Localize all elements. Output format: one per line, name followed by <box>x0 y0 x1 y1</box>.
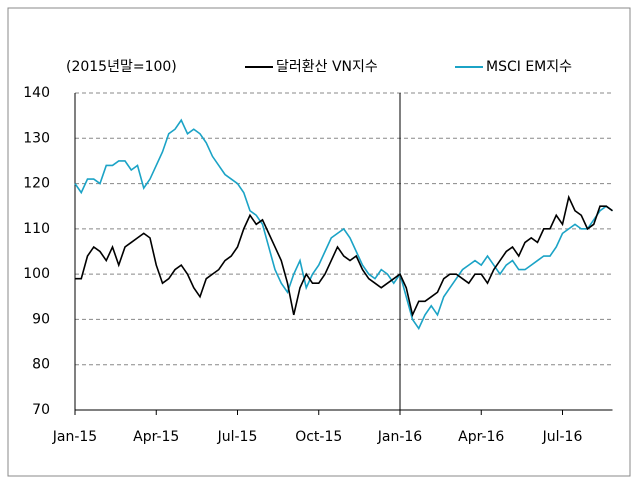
y-tick-label: 130 <box>23 130 50 146</box>
y-tick-label: 90 <box>32 311 50 327</box>
x-tick-label: Apr-15 <box>133 429 179 445</box>
y-tick-label: 80 <box>32 357 50 373</box>
annotation: (2015년말=100) <box>66 59 177 75</box>
x-tick-label: Jan-15 <box>52 429 97 445</box>
x-tick-label: Oct-15 <box>295 429 342 445</box>
y-tick-label: 100 <box>23 266 50 282</box>
y-tick-label: 70 <box>32 402 50 418</box>
x-tick-label: Jul-16 <box>542 429 583 445</box>
y-tick-label: 110 <box>23 221 50 237</box>
y-tick-label: 120 <box>23 176 50 192</box>
series-line <box>75 194 613 318</box>
x-tick-label: Jul-15 <box>217 429 258 445</box>
y-tick-label: 140 <box>23 85 50 101</box>
x-tick-label: Apr-16 <box>458 429 504 445</box>
legend-label: MSCI EM지수 <box>486 59 572 75</box>
x-tick-label: Jan-16 <box>377 429 423 445</box>
frame <box>7 7 631 477</box>
series-line <box>74 118 613 331</box>
legend-label: 달러환산 VN지수 <box>276 59 378 75</box>
